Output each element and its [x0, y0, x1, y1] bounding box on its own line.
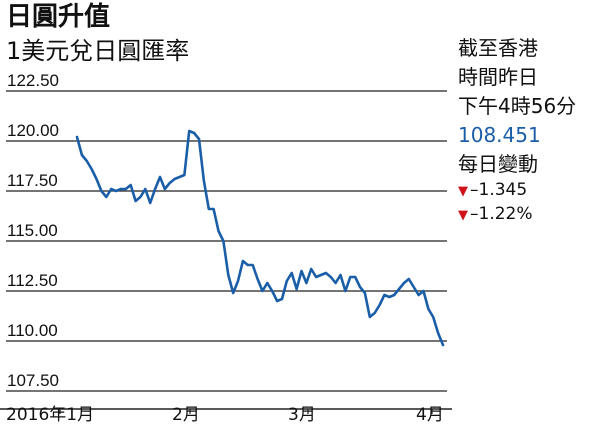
rate-info-panel: 截至香港 時間昨日 下午4時56分 108.451 每日變動 ▼ –1.345 ▼… — [458, 34, 576, 227]
change-percent: ▼ –1.22% — [458, 203, 576, 227]
info-line-3: 下午4時56分 — [458, 94, 577, 118]
change-label: 每日變動 — [458, 152, 538, 176]
change-absolute-value: –1.345 — [470, 180, 528, 200]
down-triangle-icon: ▼ — [458, 208, 468, 223]
x-tick-label: 2月 — [172, 405, 200, 425]
change-percent-value: –1.22% — [470, 204, 533, 224]
y-tick-label: 115.00 — [7, 221, 58, 240]
chart-subtitle: 1美元兌日圓匯率 — [6, 37, 190, 65]
y-tick-label: 122.50 — [7, 71, 59, 90]
y-tick-label: 110.00 — [7, 321, 58, 340]
x-tick-label: 2016年1月 — [6, 405, 94, 425]
info-line-2: 時間昨日 — [458, 65, 538, 89]
exchange-rate-line — [75, 129, 445, 347]
y-tick-label: 120.00 — [7, 121, 59, 140]
y-tick-label: 112.50 — [7, 271, 58, 290]
current-rate: 108.451 — [458, 123, 541, 147]
down-triangle-icon: ▼ — [458, 184, 468, 199]
info-line-1: 截至香港 — [458, 36, 538, 60]
chart-title: 日圓升值 — [6, 2, 111, 32]
change-absolute: ▼ –1.345 — [458, 179, 576, 203]
y-tick-label: 117.50 — [7, 171, 58, 190]
x-tick-label: 4月 — [416, 405, 444, 425]
y-tick-label: 107.50 — [7, 371, 59, 390]
x-tick-label: 3月 — [288, 405, 316, 425]
